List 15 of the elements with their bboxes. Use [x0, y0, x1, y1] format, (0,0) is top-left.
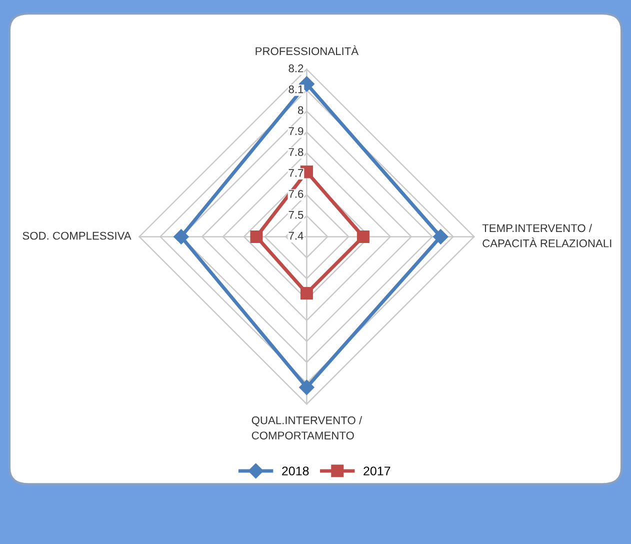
y-tick-label: 8.1 [288, 85, 304, 94]
legend-label: 2017 [364, 466, 390, 476]
y-tick-label: 7.4 [288, 232, 304, 240]
spoke-label: SOD. COMPLESSIVA [22, 232, 132, 240]
y-tick-label: 7.6 [288, 190, 304, 198]
y-tick-label: 8.2 [288, 64, 304, 72]
y-tick-label: 7.7 [288, 169, 304, 177]
y-tick-label: 7.9 [288, 127, 304, 136]
spoke-label: PROFESSIONALITÀ [256, 45, 359, 56]
spoke-label: TEMP.INTERVENTO / CAPACITÀ RELAZIONALI [482, 224, 612, 248]
y-tick-label: 7.5 [288, 211, 304, 219]
y-tick-label: 7.8 [288, 148, 304, 156]
spoke-label: QUAL.INTERVENTO / COMPORTAMENTO [252, 416, 362, 440]
y-tick-label: 8 [298, 106, 304, 114]
legend-label: 2018 [282, 466, 309, 476]
